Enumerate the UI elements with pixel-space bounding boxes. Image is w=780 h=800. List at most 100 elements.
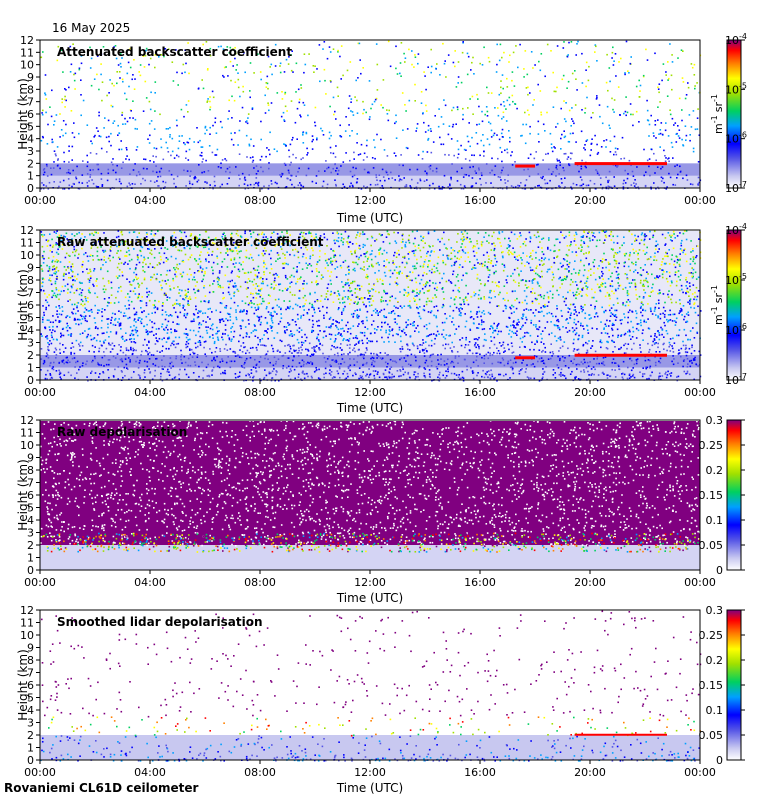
speckle bbox=[577, 337, 580, 340]
speckle bbox=[396, 73, 399, 75]
speckle bbox=[624, 73, 626, 76]
speckle bbox=[552, 71, 554, 74]
speckle bbox=[523, 335, 526, 338]
speckle bbox=[411, 230, 414, 233]
speckle bbox=[525, 179, 528, 181]
speckle bbox=[593, 265, 595, 268]
speckle bbox=[159, 113, 161, 116]
speckle bbox=[101, 308, 104, 310]
speckle bbox=[121, 114, 123, 116]
speckle bbox=[600, 284, 602, 286]
speckle bbox=[662, 312, 664, 315]
speckle bbox=[659, 101, 661, 103]
speckle bbox=[462, 236, 465, 238]
speckle bbox=[550, 266, 553, 268]
speckle bbox=[405, 185, 408, 188]
speckle bbox=[427, 311, 430, 313]
speckle bbox=[185, 341, 188, 343]
speckle bbox=[264, 94, 266, 97]
speckle bbox=[664, 129, 667, 132]
speckle bbox=[56, 236, 59, 238]
speckle bbox=[188, 280, 190, 283]
speckle bbox=[531, 302, 534, 304]
speckle bbox=[542, 159, 544, 161]
speckle bbox=[209, 96, 211, 98]
speckle bbox=[385, 331, 387, 334]
speckle bbox=[482, 344, 485, 347]
speckle bbox=[321, 130, 324, 132]
speckle bbox=[691, 346, 693, 349]
speckle bbox=[583, 147, 585, 149]
speckle bbox=[416, 288, 418, 291]
speckle bbox=[373, 139, 375, 141]
speckle bbox=[658, 332, 660, 334]
speckle bbox=[547, 301, 550, 303]
speckle bbox=[95, 153, 98, 155]
speckle bbox=[68, 145, 70, 148]
speckle bbox=[418, 365, 421, 368]
speckle bbox=[570, 243, 572, 246]
speckle bbox=[539, 276, 542, 278]
speckle bbox=[257, 170, 259, 172]
speckle bbox=[460, 144, 462, 147]
speckle bbox=[540, 260, 543, 262]
speckle bbox=[353, 364, 356, 366]
speckle bbox=[352, 114, 355, 116]
speckle bbox=[533, 355, 536, 357]
speckle bbox=[694, 262, 696, 265]
speckle bbox=[459, 183, 462, 186]
speckle bbox=[159, 175, 162, 178]
speckle bbox=[195, 308, 197, 311]
speckle bbox=[693, 378, 695, 381]
speckle bbox=[225, 66, 227, 68]
speckle bbox=[222, 297, 224, 300]
speckle bbox=[291, 139, 293, 141]
speckle bbox=[508, 96, 511, 99]
speckle bbox=[73, 73, 75, 76]
speckle bbox=[164, 181, 167, 184]
speckle bbox=[95, 326, 97, 328]
speckle bbox=[205, 240, 208, 243]
speckle bbox=[416, 123, 419, 125]
speckle bbox=[115, 57, 118, 60]
speckle bbox=[330, 333, 333, 336]
speckle bbox=[531, 300, 534, 303]
speckle bbox=[678, 289, 681, 292]
speckle bbox=[111, 342, 114, 345]
speckle bbox=[523, 188, 526, 190]
speckle bbox=[425, 255, 428, 258]
speckle bbox=[274, 43, 277, 46]
speckle bbox=[180, 231, 183, 234]
speckle bbox=[426, 172, 428, 174]
speckle bbox=[438, 333, 440, 335]
speckle bbox=[270, 180, 273, 182]
speckle bbox=[89, 277, 92, 279]
speckle bbox=[171, 342, 173, 345]
speckle bbox=[65, 99, 67, 102]
speckle bbox=[58, 362, 60, 364]
x-tick-label: 00:00 bbox=[684, 194, 716, 207]
speckle bbox=[668, 271, 671, 274]
speckle bbox=[551, 271, 554, 274]
speckle bbox=[114, 319, 116, 321]
speckle bbox=[221, 183, 223, 186]
speckle bbox=[41, 135, 44, 138]
speckle bbox=[599, 177, 602, 179]
speckle bbox=[518, 185, 521, 187]
speckle bbox=[43, 314, 45, 316]
speckle bbox=[355, 236, 357, 239]
speckle bbox=[349, 327, 352, 330]
speckle bbox=[360, 254, 362, 257]
speckle bbox=[103, 342, 105, 344]
speckle bbox=[224, 274, 227, 277]
speckle bbox=[325, 296, 328, 298]
x-tick-label: 08:00 bbox=[244, 194, 276, 207]
speckle bbox=[285, 308, 287, 311]
speckle bbox=[198, 340, 201, 342]
speckle bbox=[627, 343, 630, 345]
speckle bbox=[562, 47, 565, 49]
speckle bbox=[249, 62, 252, 64]
speckle bbox=[314, 370, 317, 372]
speckle bbox=[188, 304, 190, 306]
speckle bbox=[565, 304, 567, 306]
